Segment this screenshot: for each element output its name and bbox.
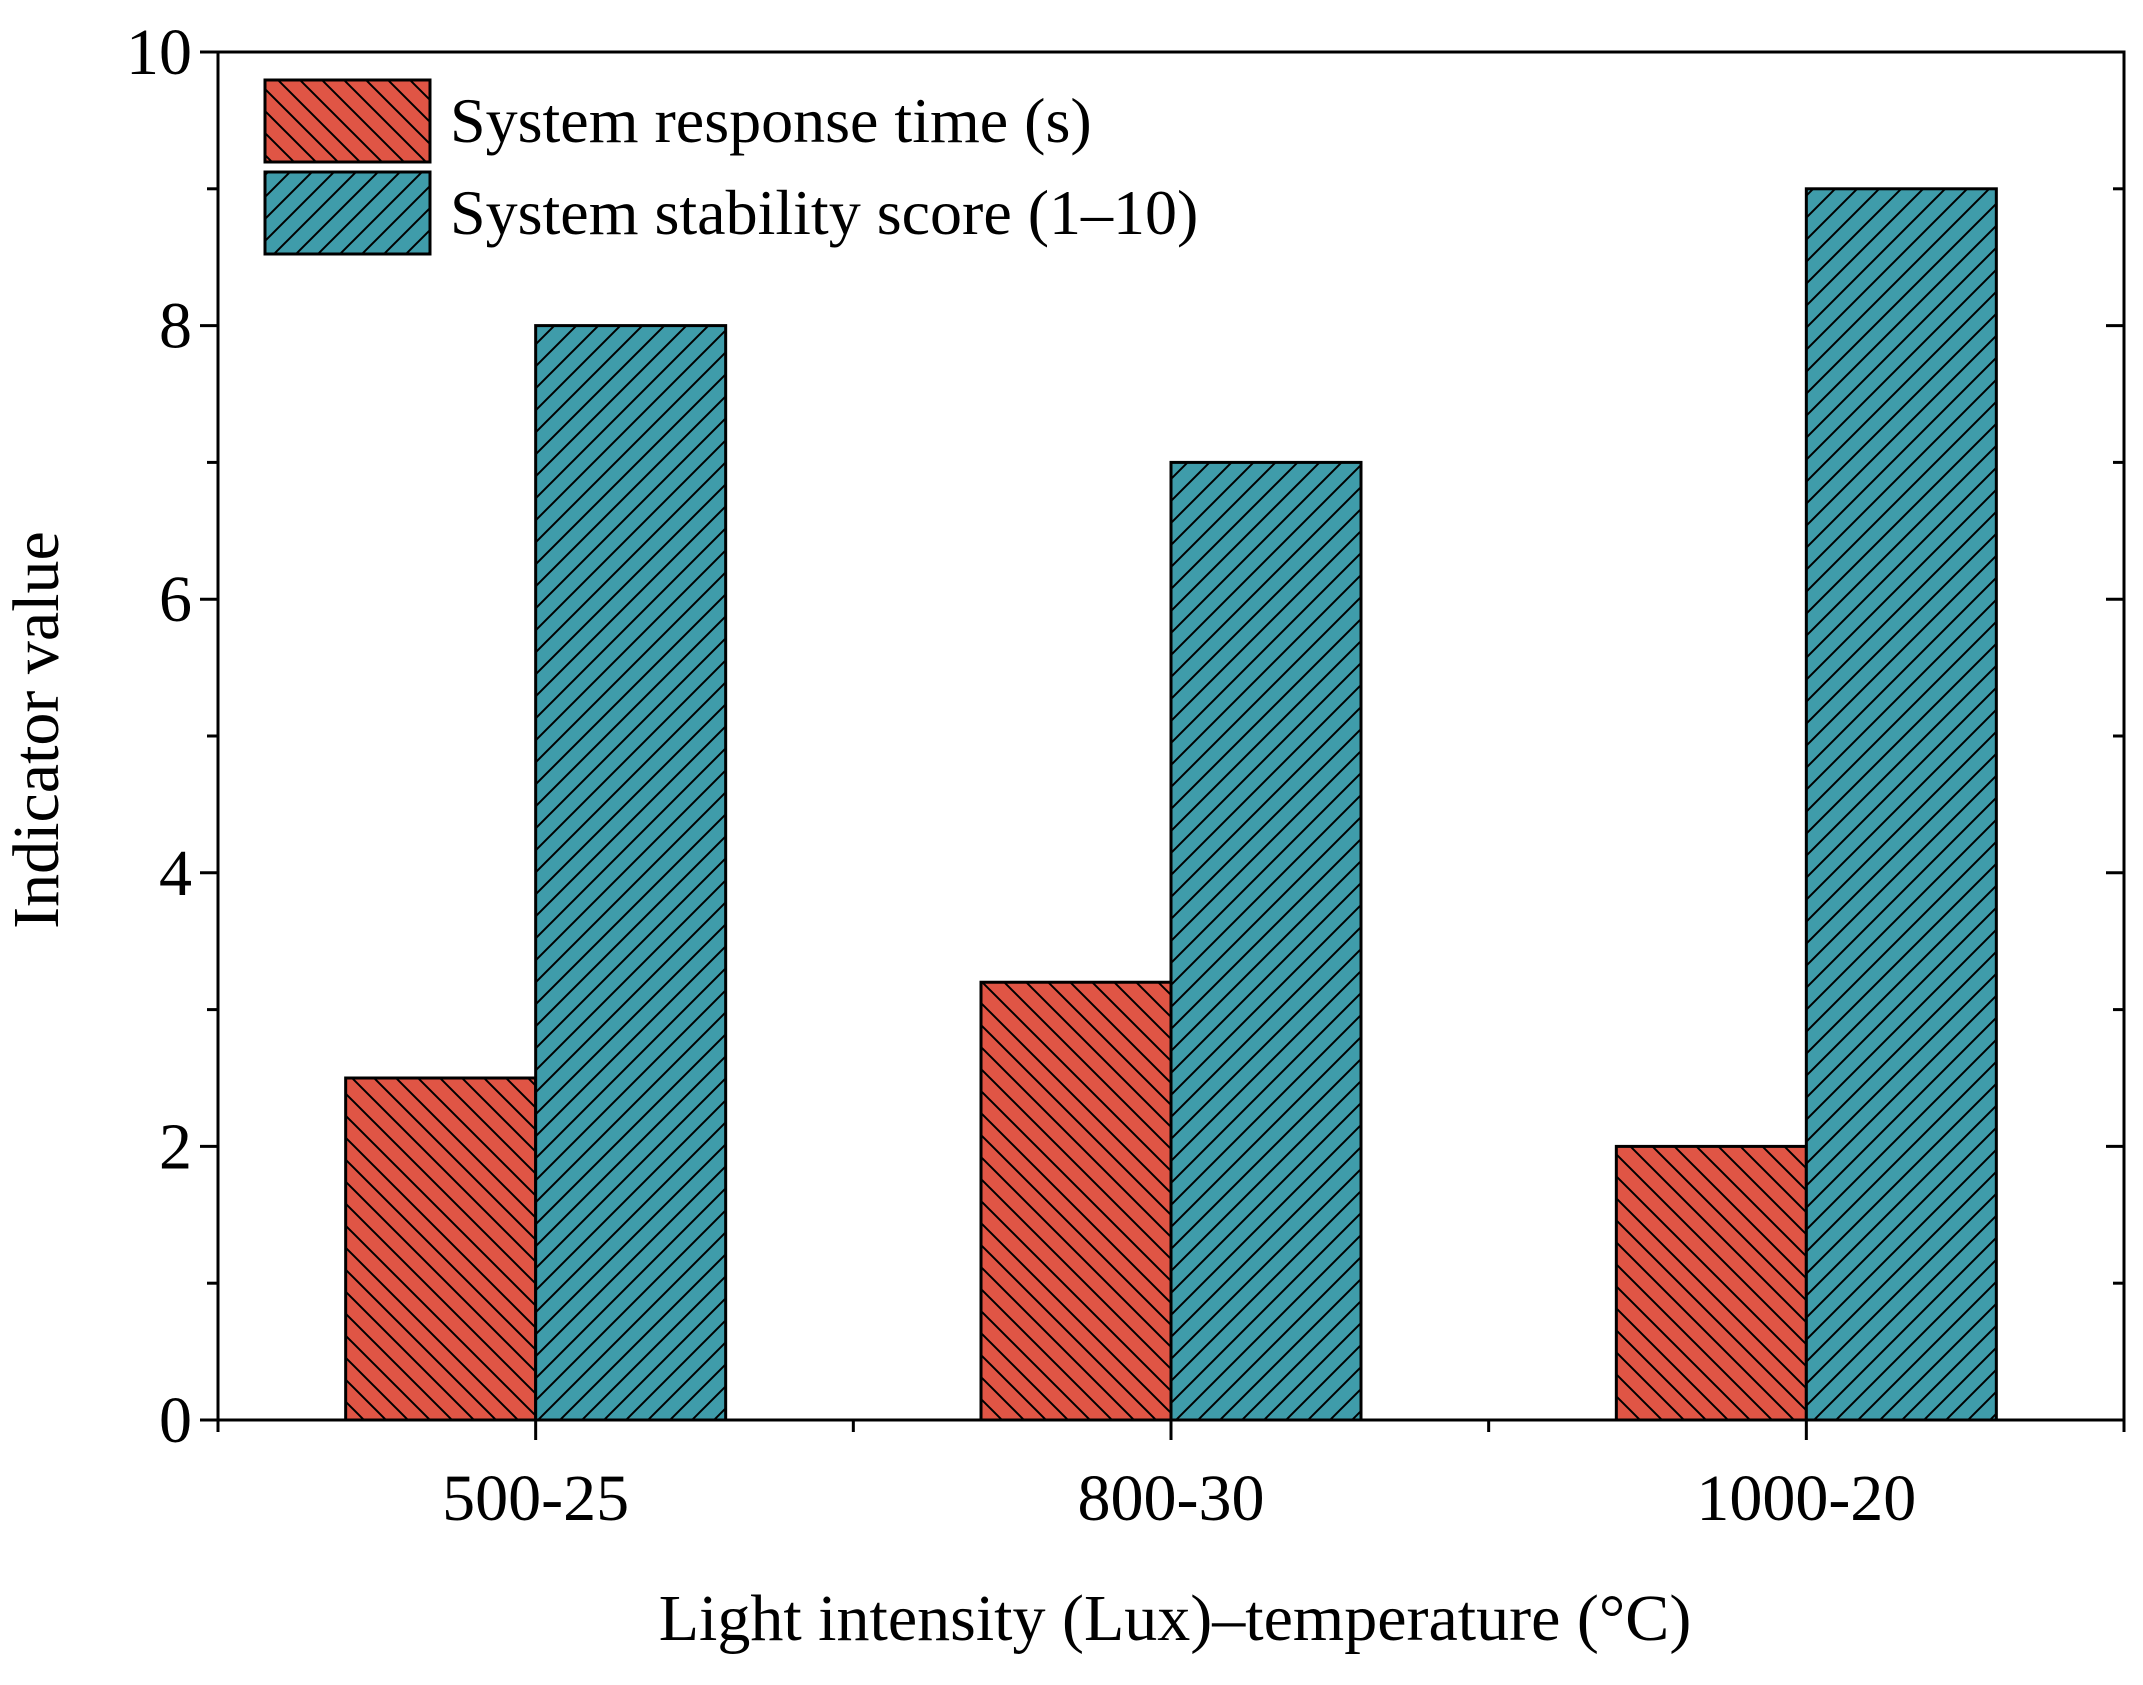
x-tick-label-800-30: 800-30 xyxy=(1078,1462,1265,1535)
y-axis-title: Indicator value xyxy=(0,531,73,929)
bar-hatch-800-30-series-2 xyxy=(1169,460,1363,1422)
legend-swatch-hatch-series-2 xyxy=(263,170,432,256)
bar-hatch-500-25-series-1 xyxy=(344,1076,538,1422)
x-tick-label-1000-20: 1000-20 xyxy=(1696,1462,1916,1535)
y-tick-label: 2 xyxy=(159,1110,192,1183)
bar-hatch-1000-20-series-2 xyxy=(1804,187,1998,1422)
legend-swatch-hatch-series-1 xyxy=(263,78,432,164)
x-axis-title: Light intensity (Lux)–temperature (°C) xyxy=(659,1582,1692,1655)
y-tick-label: 10 xyxy=(126,16,192,89)
bar-hatch-1000-20-series-1 xyxy=(1614,1144,1808,1422)
y-tick-label: 0 xyxy=(159,1384,192,1457)
bar-hatch-500-25-series-2 xyxy=(534,324,728,1422)
legend-label-series-1: System response time (s) xyxy=(450,85,1092,156)
bar-hatch-800-30-series-1 xyxy=(979,980,1173,1422)
legend-label-series-2: System stability score (1–10) xyxy=(450,177,1198,248)
axes-layer: 0 2 4 6 8 10 500-25 800-30 1000-20 xyxy=(126,16,2126,1535)
y-tick-label: 6 xyxy=(159,563,192,636)
y-tick-label: 8 xyxy=(159,290,192,363)
x-tick-label-500-25: 500-25 xyxy=(442,1462,629,1535)
legend: System response time (s) System stability… xyxy=(263,78,1198,256)
bars-layer xyxy=(344,187,1998,1422)
y-tick-label: 4 xyxy=(159,837,192,910)
